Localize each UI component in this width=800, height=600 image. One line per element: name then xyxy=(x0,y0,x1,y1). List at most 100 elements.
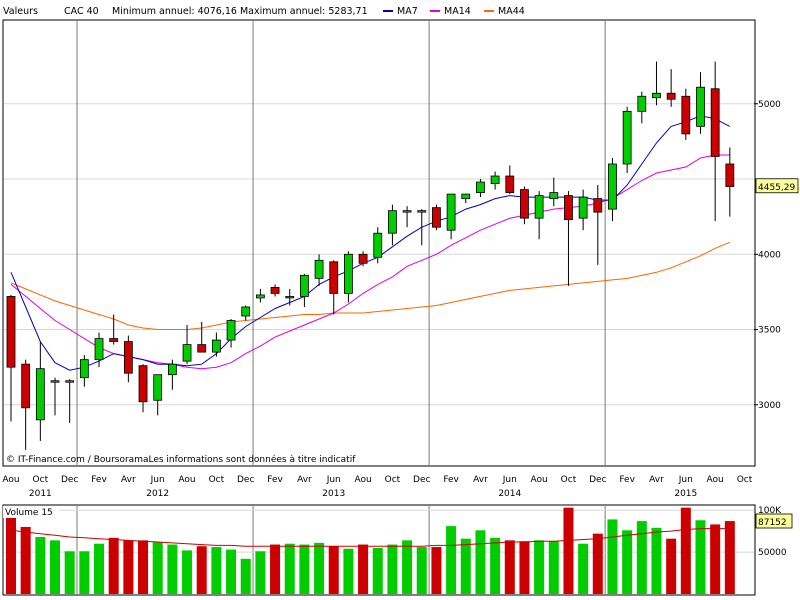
candle-2014-03 xyxy=(461,193,471,204)
candle-body xyxy=(490,175,500,184)
candle-2012-12 xyxy=(241,305,251,321)
candle-body xyxy=(446,193,456,231)
candle-body xyxy=(358,253,368,264)
candle-2013-10 xyxy=(388,204,397,246)
candle-body xyxy=(373,232,383,258)
candle-body xyxy=(593,198,603,213)
volume-bar-2013-03 xyxy=(284,543,295,594)
volume-bar-2013-01 xyxy=(255,551,266,594)
candle-body xyxy=(182,344,192,362)
watermark: © IT-Finance.com / BoursoramaLes informa… xyxy=(6,454,356,465)
volume-bar-2015-05 xyxy=(666,538,677,594)
chart-header: Valeurs CAC 40 Minimum annuel: 4076,16 M… xyxy=(0,4,790,18)
volume-bar-2014-02 xyxy=(446,526,457,594)
xtick-label: Oct xyxy=(737,475,753,485)
candle-2013-03 xyxy=(285,288,295,306)
xtick-label: Fev xyxy=(443,475,459,485)
ytick-label-5000: 5000 xyxy=(758,100,781,110)
candle-body xyxy=(79,359,89,379)
candle-2015-08 xyxy=(710,61,720,222)
candle-body xyxy=(211,339,221,353)
volume-bar-2014-11 xyxy=(578,543,589,594)
ytick-label-4000: 4000 xyxy=(758,250,781,260)
candle-body xyxy=(417,210,427,213)
candle-2012-11 xyxy=(226,319,236,348)
candle-body xyxy=(505,175,515,193)
volume-bar-2012-08 xyxy=(182,550,193,594)
candle-body xyxy=(710,88,720,157)
candle-2014-04 xyxy=(476,179,485,198)
candle-body xyxy=(622,110,632,165)
volume-bar-2013-09 xyxy=(372,547,383,594)
candle-2013-06 xyxy=(329,260,339,315)
candle-2011-10 xyxy=(35,341,45,441)
volume-bar-2015-03 xyxy=(636,521,647,594)
volume-axis: 50000 100K xyxy=(758,506,787,558)
volume-last-value: 87152 xyxy=(758,518,787,528)
candle-2011-08 xyxy=(6,294,16,422)
header-instrument: CAC 40 xyxy=(64,6,99,17)
volume-bar-2013-04 xyxy=(299,544,310,594)
candle-body xyxy=(578,196,588,219)
candle-2014-06 xyxy=(505,165,515,195)
candle-body xyxy=(270,286,280,294)
candle-body xyxy=(226,320,236,341)
volume-ma xyxy=(10,528,730,547)
volume-bar-2014-04 xyxy=(475,530,486,594)
candle-2015-03 xyxy=(637,91,647,124)
volume-bar-2013-02 xyxy=(270,544,281,594)
volume-bar-2015-04 xyxy=(651,527,662,594)
last-value-label: 4455,29 xyxy=(758,183,795,193)
xtick-label: Aou xyxy=(531,475,548,485)
candle-2015-09 xyxy=(725,147,735,217)
candle-body xyxy=(35,368,45,421)
volume-bar-2013-07 xyxy=(343,548,354,594)
candle-2015-07 xyxy=(696,72,705,134)
candle-2014-09 xyxy=(549,177,559,207)
candle-body xyxy=(666,92,676,100)
main-panel: 3000 3500 4000 5000 xyxy=(2,19,781,467)
volume-bar-2013-08 xyxy=(358,544,369,594)
volume-bar-2012-03 xyxy=(108,537,119,594)
volume-bar-2011-08 xyxy=(6,514,16,594)
candle-body xyxy=(299,274,309,297)
xtick-label: Avr xyxy=(649,475,664,485)
volume-bar-2012-05 xyxy=(138,540,149,594)
candle-2013-08 xyxy=(358,251,368,267)
volume-bar-2015-07 xyxy=(695,520,706,594)
year-label-2011: 2011 xyxy=(29,489,52,499)
legend-ma14: MA14 xyxy=(444,6,471,17)
candle-2011-12 xyxy=(65,379,75,423)
xtick-label: Avr xyxy=(473,475,488,485)
candle-2014-10 xyxy=(564,191,573,286)
xtick-label: Dec xyxy=(237,475,254,485)
volume-bar-2014-06 xyxy=(504,540,515,594)
candle-body xyxy=(329,261,339,294)
candle-body xyxy=(608,163,617,210)
price-axis: 3000 3500 4000 5000 xyxy=(754,100,781,411)
candle-2014-08 xyxy=(534,191,544,240)
candle-2013-04 xyxy=(299,273,309,307)
xtick-label: Fev xyxy=(267,475,283,485)
year-label-2013: 2013 xyxy=(322,489,345,499)
candle-2015-01 xyxy=(608,157,617,222)
candle-2012-02 xyxy=(94,332,104,368)
xtick-label: Aou xyxy=(707,475,724,485)
candle-2012-05 xyxy=(138,364,148,413)
xtick-label: Jun xyxy=(326,475,341,485)
candle-body xyxy=(461,193,471,200)
volume-bar-2012-11 xyxy=(226,549,237,594)
ytick-label-3500: 3500 xyxy=(758,326,781,336)
volume-panel: 50000 100K Volume 15 87152 xyxy=(2,504,793,596)
candle-2012-01 xyxy=(79,355,89,387)
volume-title: Volume 15 xyxy=(5,508,53,518)
candle-2012-08 xyxy=(182,325,192,365)
volume-bar-2014-10 xyxy=(563,507,574,594)
legend-ma44: MA44 xyxy=(498,6,525,17)
volume-bar-2015-01 xyxy=(607,519,618,594)
xtick-label: Dec xyxy=(413,475,430,485)
xtick-label: Jun xyxy=(502,475,517,485)
candle-2014-11 xyxy=(578,189,588,231)
volume-bar-2011-12 xyxy=(64,551,75,594)
candle-2013-01 xyxy=(255,288,265,303)
